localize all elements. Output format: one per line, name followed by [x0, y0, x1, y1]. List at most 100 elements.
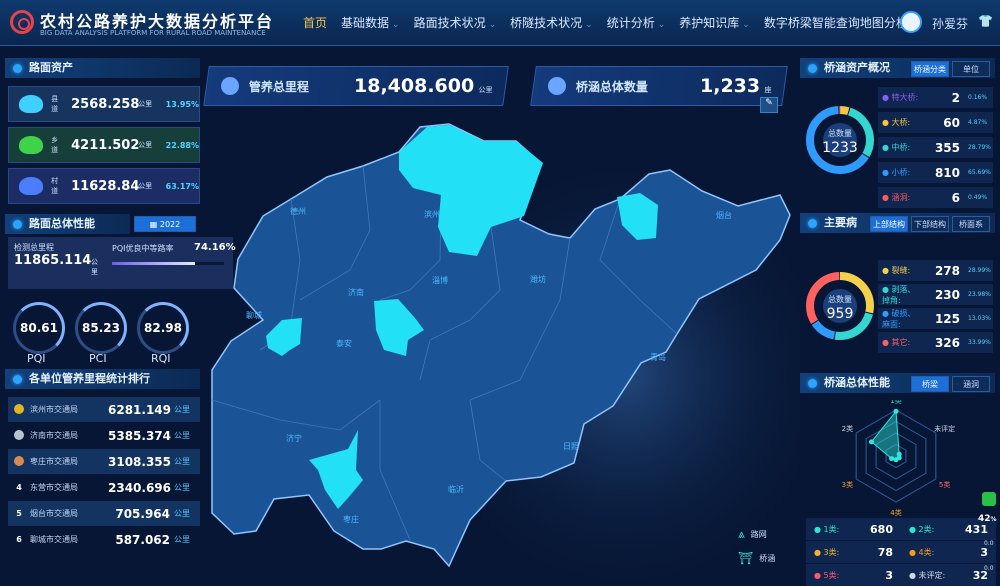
username[interactable]: 孙爱芬: [932, 17, 969, 31]
nav-item-3[interactable]: 桥隧技术状况 ⌄: [510, 16, 593, 30]
road-asset-row[interactable]: 县道 2568.258 公里 13.95%: [8, 86, 200, 122]
map-city-label[interactable]: 枣庄: [343, 515, 359, 524]
map-city-label[interactable]: 临沂: [448, 485, 464, 494]
map-city-label[interactable]: 青岛: [650, 353, 666, 362]
avatar[interactable]: [900, 11, 922, 33]
road-assets-title: 路面资产: [5, 58, 200, 78]
road-asset-row[interactable]: 村道 11628.84 公里 63.17%: [8, 168, 200, 204]
map-toggle-button[interactable]: ✎: [760, 97, 778, 113]
donut-segment[interactable]: [806, 106, 874, 174]
road-type-icon: [19, 95, 44, 113]
bridge-total: 1233: [822, 140, 858, 156]
radar-point[interactable]: [868, 439, 874, 445]
category-cell[interactable]: ● 2类: 431: [901, 518, 996, 540]
tab-superstructure[interactable]: 上部结构: [870, 216, 908, 232]
road-performance-title: 路面总体性能: [5, 214, 130, 234]
ranking-row[interactable]: 6 聊城市交通局 587.062 公里: [16, 532, 190, 547]
highlight-taian[interactable]: [374, 299, 424, 356]
donut-segment[interactable]: [806, 272, 874, 340]
legend-row[interactable]: ● 涵洞: 6 0.49%: [878, 187, 993, 208]
legend-row[interactable]: ● 中桥: 355 28.79%: [878, 137, 993, 158]
highlight-zaozhuang[interactable]: [309, 430, 363, 509]
gauge-pqi: 80.61: [13, 302, 65, 354]
disease-donut: [806, 272, 874, 340]
radar-point[interactable]: [893, 457, 899, 463]
highlight-binzhou-dongying[interactable]: [399, 125, 543, 256]
tab-bridge-category[interactable]: 桥涵分类: [911, 61, 949, 77]
tab-deck[interactable]: 桥面系: [952, 216, 990, 232]
bridge-icon: [548, 77, 566, 95]
radar-point[interactable]: [889, 456, 895, 462]
nav-item-2[interactable]: 路面技术状况 ⌄: [413, 16, 497, 30]
road-icon: [221, 77, 239, 95]
ranking-row[interactable]: 枣庄市交通局 3108.355 公里: [8, 449, 200, 474]
nav-item-0[interactable]: 首页: [303, 16, 328, 30]
map-city-label[interactable]: 潍坊: [530, 275, 546, 284]
city-boundaries: [211, 165, 678, 541]
nav-item-4[interactable]: 统计分析 ⌄: [606, 16, 666, 30]
nav-item-5[interactable]: 养护知识库 ⌄: [679, 16, 750, 30]
radar-axis-label: 3类: [842, 480, 853, 489]
legend-row[interactable]: ● 剥落、掉角: 230 23.98%: [878, 284, 993, 305]
shield-icon[interactable]: [982, 492, 996, 506]
map[interactable]: [205, 46, 800, 585]
legend-road[interactable]: ⩓ 路网: [738, 527, 767, 541]
map-city-label[interactable]: 淄博: [432, 276, 448, 285]
road-asset-row[interactable]: 乡道 4211.502 公里 22.88%: [8, 127, 200, 163]
map-city-label[interactable]: 济南: [348, 288, 364, 297]
category-cell[interactable]: ● 未评定: 32: [901, 564, 996, 586]
tab-unit[interactable]: 单位: [952, 61, 990, 77]
year-selector[interactable]: ▦ 2022: [134, 216, 196, 232]
skin-icon[interactable]: 👕: [978, 14, 993, 28]
radar-axis-label: 1类: [890, 400, 901, 405]
chevron-down-icon: ⌄: [657, 20, 666, 30]
map-city-label[interactable]: 聊城: [246, 311, 262, 320]
legend-bridge[interactable]: ⛩ 桥涵: [738, 551, 776, 565]
legend-row[interactable]: ● 破损、麻面: 125 13.03%: [878, 308, 993, 329]
tab-substructure[interactable]: 下部结构: [911, 216, 949, 232]
legend-row[interactable]: ● 特大桥: 2 0.16%: [878, 87, 993, 108]
nav-item-1[interactable]: 基础数据 ⌄: [341, 16, 400, 30]
map-city-label[interactable]: 泰安: [336, 339, 352, 348]
highlight-liaocheng[interactable]: [266, 318, 302, 356]
gauge-label: PCI: [89, 352, 107, 365]
detect-value: 11865.114: [14, 253, 92, 268]
radar-axis-label: 未评定: [934, 424, 955, 433]
legend-row[interactable]: ● 其它: 326 33.99%: [878, 332, 993, 353]
legend-row[interactable]: ● 裂缝: 278 28.99%: [878, 260, 993, 281]
ranking-row[interactable]: 4 东营市交通局 2340.696 公里: [16, 480, 190, 495]
donut-segment[interactable]: [806, 272, 874, 340]
ranking-row[interactable]: 5 烟台市交通局 705.964 公里: [8, 501, 200, 526]
nav-item-6[interactable]: 数字桥梁智能查询地图分析: [763, 16, 908, 30]
kpi-total-mileage: 管养总里程 18,408.600 公里: [203, 66, 509, 106]
legend-row[interactable]: ● 小桥: 810 65.69%: [878, 162, 993, 183]
category-cell[interactable]: ● 3类: 78: [806, 541, 901, 563]
highlight-yantai[interactable]: [617, 193, 658, 240]
bridge-total-label: 总数量: [828, 129, 852, 138]
tab-bridges[interactable]: 桥梁: [911, 376, 949, 392]
medal-icon: [14, 403, 24, 414]
download-rate: 0.0: [984, 565, 994, 572]
donut-segment[interactable]: [806, 106, 874, 174]
category-cell[interactable]: ● 4类: 3: [901, 541, 996, 563]
category-cell[interactable]: ● 1类: 680: [806, 518, 901, 540]
radar-point[interactable]: [896, 451, 902, 457]
legend-row[interactable]: ● 大桥: 60 4.87%: [878, 112, 993, 133]
map-city-label[interactable]: 日照: [563, 442, 579, 451]
map-city-label[interactable]: 烟台: [716, 211, 732, 220]
map-city-label[interactable]: 德州: [290, 207, 306, 216]
map-city-label[interactable]: 济宁: [286, 434, 302, 443]
ranking-row[interactable]: 济南市交通局 5385.374 公里: [8, 423, 200, 448]
ranking-row[interactable]: 滨州市交通局 6281.149 公里: [8, 397, 200, 422]
disease-total-label: 总数量: [828, 295, 852, 304]
bridge-icon: ⛩: [738, 551, 754, 565]
logo-icon: [10, 10, 34, 34]
donut-segment[interactable]: [806, 272, 874, 340]
donut-segment[interactable]: [806, 106, 874, 174]
app-title: 农村公路养护大数据分析平台: [40, 12, 275, 31]
category-cell[interactable]: ● 5类: 3: [806, 564, 901, 586]
map-city-label[interactable]: 滨州: [424, 210, 440, 219]
tab-culverts[interactable]: 涵洞: [952, 376, 990, 392]
chevron-down-icon: ⌄: [392, 20, 400, 30]
radar-point[interactable]: [893, 408, 899, 414]
